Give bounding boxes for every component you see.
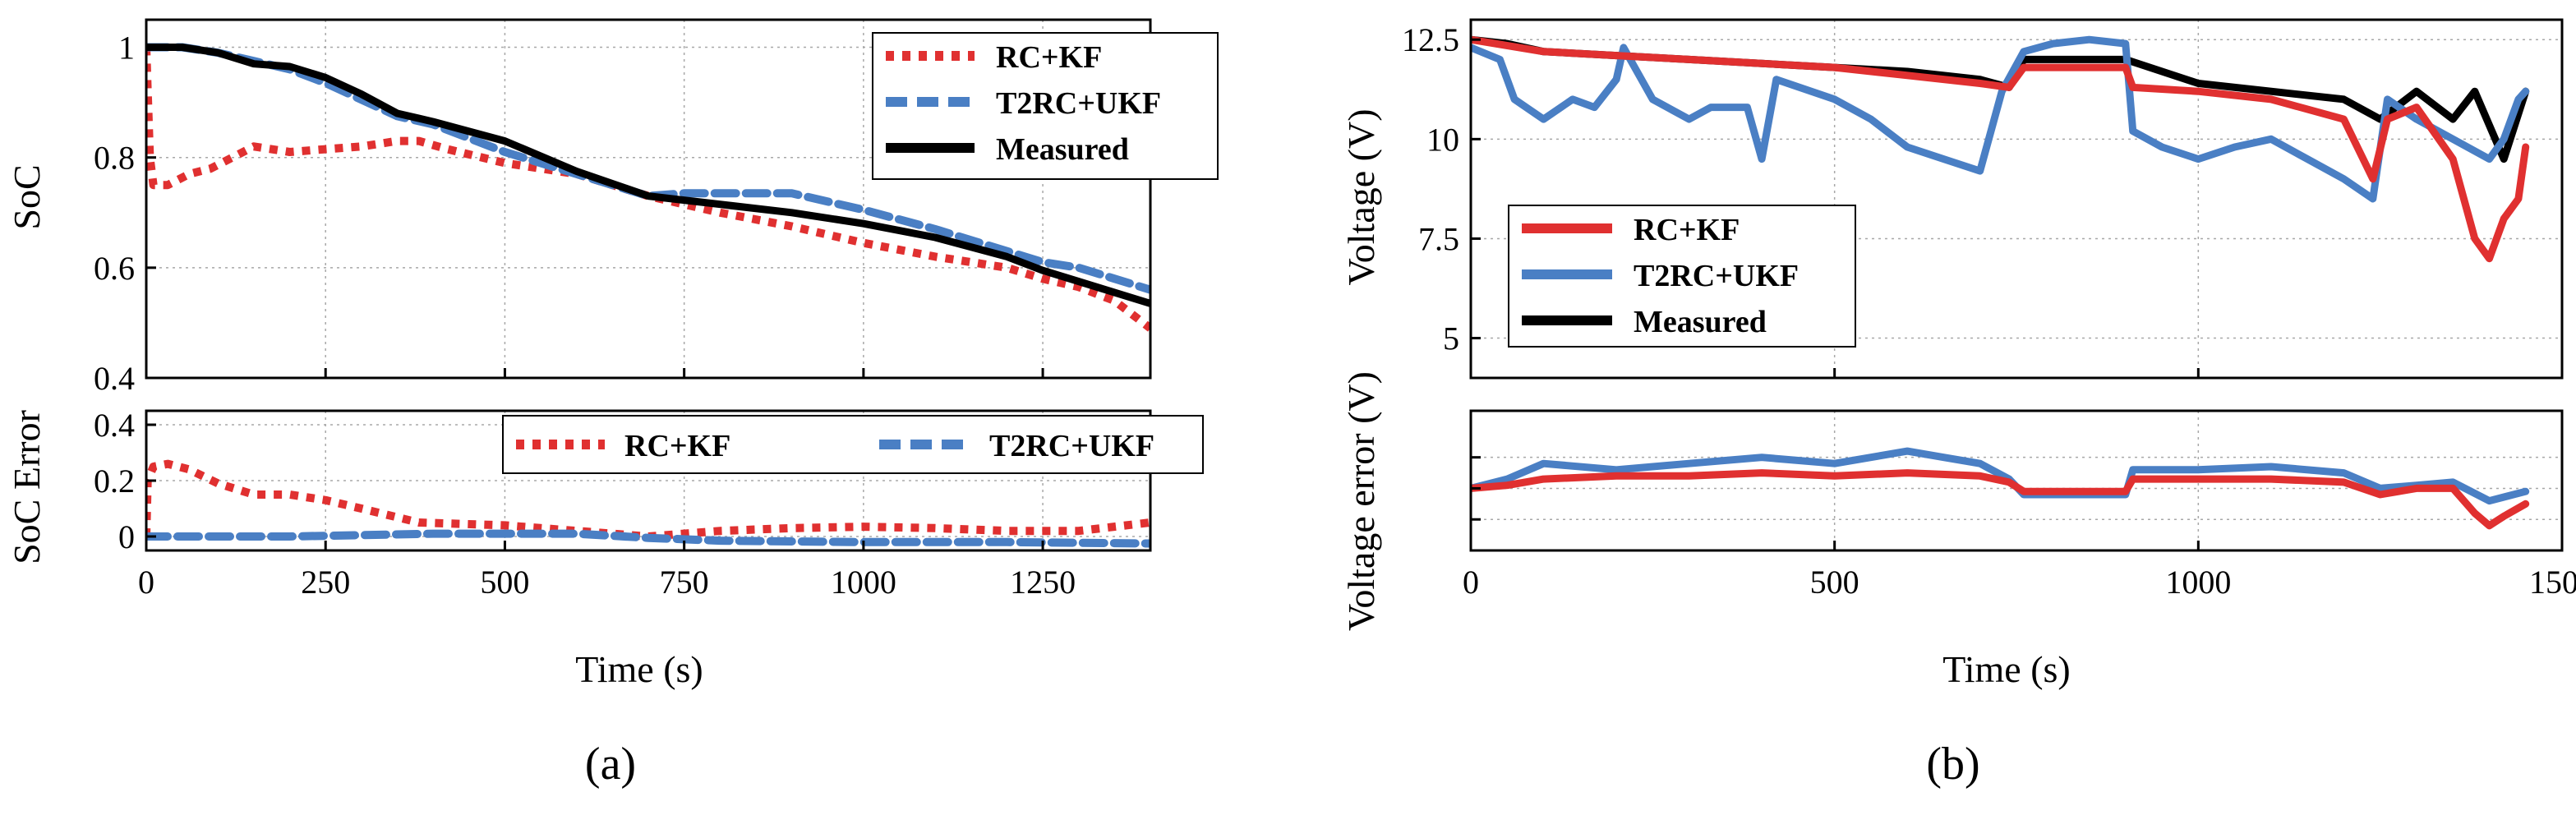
ylabel-voltage-error: Voltage error (V): [1340, 371, 1382, 631]
legend-soc: RC+KF T2RC+UKF Measured: [872, 32, 1219, 180]
tick-label-y: 0.4: [94, 360, 135, 397]
ticks: 0 500 1000 1500: [1463, 456, 2576, 601]
tick-label-y: 0.2: [94, 463, 135, 500]
chart-voltage: Voltage (V) 5 7.5 10 12.5 RC+KF T2RC+UKF Me…: [1340, 18, 2564, 380]
legend-soc-error: RC+KF T2RC+UKF: [502, 415, 1204, 474]
tick-label-y: 7.5: [1418, 220, 1459, 257]
tick-label-x: 1000: [831, 564, 896, 601]
series-group: [1471, 447, 2530, 530]
tick-label-x: 750: [660, 564, 709, 601]
series-line-measured: [146, 44, 1150, 307]
ticks: 5 7.5 10 12.5: [1402, 21, 2564, 378]
chart-soc: SoC 0.4 0.6 0.8 1 RC+KF T2RC+UKF Measured: [6, 18, 1219, 397]
tick-label-x: 0: [138, 564, 154, 601]
chart-soc-error: SoC Error Time (s) 0 250 500 750 1000 1250 0 0.…: [6, 407, 1204, 690]
legend-label-rc-kf: RC+KF: [1634, 213, 1740, 247]
legend-label-t2rc-ukf: T2RC+UKF: [996, 86, 1161, 121]
xlabel-time-a: Time (s): [575, 648, 703, 690]
tick-label-y: 12.5: [1402, 21, 1459, 58]
ylabel-soc: SoC: [6, 164, 48, 229]
legend-label-rc-kf: RC+KF: [996, 40, 1102, 75]
tick-label-y: 0.6: [94, 250, 135, 287]
tick-label-x: 250: [301, 564, 350, 601]
legend-label-t2rc-ukf: T2RC+UKF: [989, 429, 1154, 463]
panel-label-b: (b): [1926, 739, 1979, 790]
gridlines: [1471, 411, 2562, 550]
series-line-rc-kf: [146, 47, 1150, 332]
plot-frame: [1469, 18, 2564, 380]
series-line-rc-kf: [1471, 469, 2530, 530]
plot-frame: [1469, 409, 2564, 552]
tick-label-x: 1000: [2165, 564, 2231, 601]
tick-label-y: 5: [1443, 320, 1459, 357]
xlabel-time-b: Time (s): [1942, 648, 2071, 690]
ylabel-soc-error: SoC Error: [6, 410, 48, 564]
tick-label-x: 500: [480, 564, 529, 601]
legend-label-rc-kf: RC+KF: [624, 429, 730, 463]
tick-label-y: 10: [1426, 121, 1459, 158]
tick-label-y: 0.4: [94, 407, 135, 444]
tick-label-x: 1250: [1010, 564, 1076, 601]
series-line-rc-kf: [1471, 35, 2530, 263]
ylabel-voltage: Voltage (V): [1340, 108, 1382, 285]
series-line-t2rc-ukf: [146, 529, 1150, 548]
tick-label-x: 500: [1810, 564, 1859, 601]
plot-frame: [145, 18, 1152, 380]
tick-label-x: 0: [1463, 564, 1479, 601]
legend-label-t2rc-ukf: T2RC+UKF: [1634, 259, 1799, 293]
panel-label-a: (a): [585, 739, 636, 790]
series-group: [1471, 35, 2530, 263]
tick-label-y: 1: [118, 30, 135, 67]
ticks: 0.4 0.6 0.8 1: [94, 30, 1044, 397]
legend-box: [502, 415, 1204, 474]
tick-label-y: 0: [118, 518, 135, 555]
legend-voltage: RC+KF T2RC+UKF Measured: [1508, 205, 1856, 348]
tick-label-y: 0.8: [94, 140, 135, 177]
series-line-rc-kf: [146, 459, 1150, 541]
legend-label-measured: Measured: [1634, 305, 1767, 339]
tick-label-x: 1500: [2529, 564, 2576, 601]
series-group: [146, 43, 1150, 332]
series-group: [146, 459, 1150, 548]
ticks: 0 250 500 750 1000 1250 0 0.2 0.4: [94, 407, 1076, 601]
chart-voltage-error: Voltage error (V) Time (s) 0 500 1000 1500: [1340, 371, 2576, 690]
legend-label-measured: Measured: [996, 132, 1129, 167]
